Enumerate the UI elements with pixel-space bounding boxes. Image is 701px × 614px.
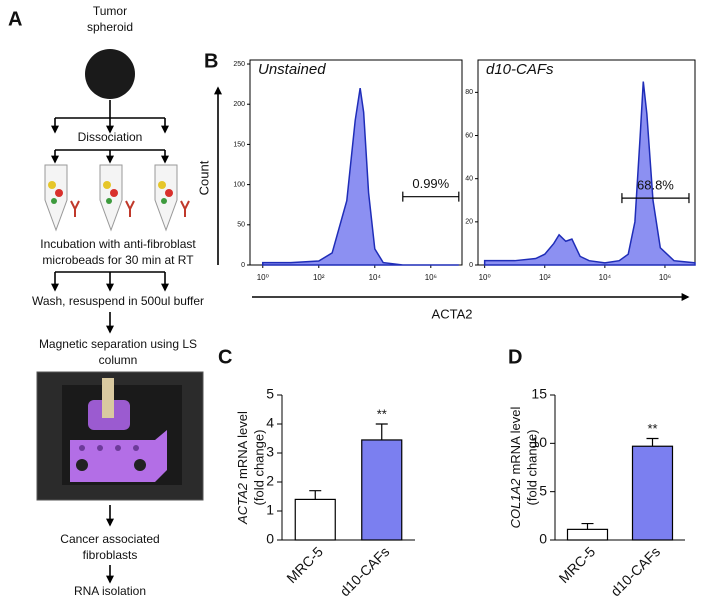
bar xyxy=(631,445,674,541)
y-tick-label: 60 xyxy=(465,132,473,139)
error-bar xyxy=(309,490,322,500)
y-tick-label: 1 xyxy=(266,502,274,518)
spheroid xyxy=(85,49,135,99)
bar xyxy=(361,439,403,541)
y-tick-label: 20 xyxy=(465,219,473,226)
flow-text: fibroblasts xyxy=(83,548,138,562)
y-tick-label: 0 xyxy=(539,531,547,547)
y-tick-label: 50 xyxy=(237,222,245,229)
flow-text: spheroid xyxy=(87,20,133,34)
gate-label: 68.8% xyxy=(637,178,674,193)
y-tick-label: 4 xyxy=(266,415,274,431)
y-tick-label: 0 xyxy=(266,531,274,547)
flow-text: Incubation with anti-fibroblast xyxy=(40,237,196,251)
x-tick-label: 10⁰ xyxy=(479,273,491,282)
flow-text: Cancer associated xyxy=(60,532,159,546)
y-axis-label-part: mRNA level xyxy=(508,407,523,475)
y-tick-label: 0 xyxy=(469,262,473,269)
bar xyxy=(566,528,609,541)
y-axis-label: ACTA2 mRNA level xyxy=(235,411,250,525)
significance: ** xyxy=(377,406,387,421)
bar xyxy=(294,498,336,541)
axis-label: Count xyxy=(196,160,211,195)
x-tick-label: MRC-5 xyxy=(283,543,326,586)
x-tick-label: 10⁴ xyxy=(599,273,612,282)
x-tick-label: 10⁶ xyxy=(659,273,671,282)
x-tick-label: 10² xyxy=(313,273,325,282)
gene-name: COL1A2 xyxy=(508,478,523,529)
gate xyxy=(402,191,460,202)
panel-title: Unstained xyxy=(258,61,326,78)
flow-text: microbeads for 30 min at RT xyxy=(42,253,194,267)
y-axis-label-unit: (fold change) xyxy=(251,430,266,506)
panel-label: D xyxy=(508,346,522,368)
flow-text: Magnetic separation using LS xyxy=(39,337,197,351)
error-bar xyxy=(375,423,388,440)
histogram-area xyxy=(483,81,696,266)
panel-label: A xyxy=(8,8,22,30)
y-axis-label-part: mRNA level xyxy=(235,411,250,479)
gate-label: 0.99% xyxy=(412,176,449,191)
y-axis-label: COL1A2 mRNA level xyxy=(508,407,523,529)
y-tick-label: 2 xyxy=(266,473,274,489)
error-bar xyxy=(581,522,594,530)
panel-label: B xyxy=(204,50,218,72)
y-tick-label: 40 xyxy=(465,176,473,183)
y-tick-label: 200 xyxy=(233,101,245,108)
y-tick-label: 10 xyxy=(531,434,547,450)
x-tick-label: MRC-5 xyxy=(556,543,599,586)
y-tick-label: 250 xyxy=(233,61,245,68)
y-tick-label: 3 xyxy=(266,444,274,460)
x-tick-label: 10⁶ xyxy=(425,273,437,282)
y-tick-label: 0 xyxy=(241,262,245,269)
error-bar xyxy=(646,437,659,447)
y-tick-label: 15 xyxy=(531,386,547,402)
x-tick-label: 10² xyxy=(539,273,551,282)
flow-text: Tumor xyxy=(93,4,127,18)
magnet-photo xyxy=(36,371,204,501)
y-tick-label: 80 xyxy=(465,89,473,96)
significance: ** xyxy=(647,421,657,436)
panel-title: d10-CAFs xyxy=(486,61,554,78)
y-tick-label: 5 xyxy=(539,482,547,498)
x-tick-label: 10⁰ xyxy=(257,273,269,282)
x-tick-label: 10⁴ xyxy=(369,273,382,282)
y-tick-label: 100 xyxy=(233,181,245,188)
plot-frame xyxy=(477,59,696,266)
arrows xyxy=(51,100,169,584)
x-tick-label: d10-CAFs xyxy=(607,543,663,599)
panel-label: C xyxy=(218,346,232,368)
flow-text: RNA isolation xyxy=(74,584,146,598)
y-axis-label-unit: (fold change) xyxy=(524,430,539,506)
y-tick-label: 5 xyxy=(266,386,274,402)
axis-label: ACTA2 xyxy=(432,306,473,321)
flow-text: column xyxy=(99,353,138,367)
flow-text: Dissociation xyxy=(78,130,143,144)
flow-text: Wash, resuspend in 500ul buffer xyxy=(32,294,204,308)
y-tick-label: 150 xyxy=(233,141,245,148)
x-tick-label: d10-CAFs xyxy=(337,543,393,599)
tubes xyxy=(44,164,190,232)
histogram-area xyxy=(262,88,459,266)
gene-name: ACTA2 xyxy=(235,482,250,525)
gate xyxy=(621,193,690,204)
